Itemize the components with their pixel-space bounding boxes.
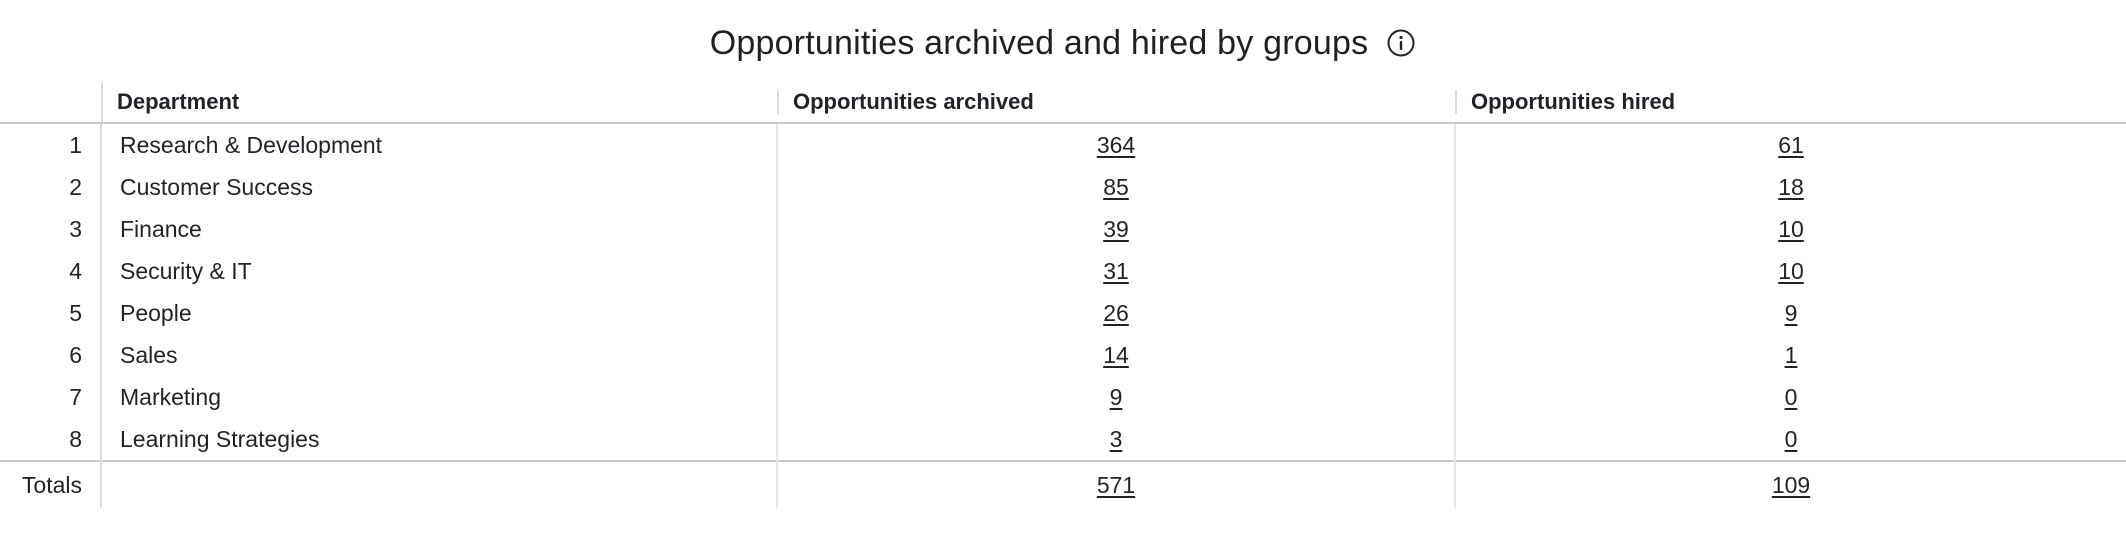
row-index: 5 bbox=[69, 299, 82, 326]
row-archived-cell: 26 bbox=[776, 292, 1455, 334]
table-row: 7 Marketing 9 0 bbox=[0, 376, 2126, 418]
row-index: 1 bbox=[69, 131, 82, 158]
table-row: 6 Sales 14 1 bbox=[0, 334, 2126, 376]
department-column-label: Department bbox=[117, 89, 240, 114]
hired-count-link[interactable]: 10 bbox=[1778, 257, 1804, 284]
row-hired-cell: 1 bbox=[1454, 334, 2126, 376]
report-title: Opportunities archived and hired by grou… bbox=[709, 23, 1369, 62]
row-archived-cell: 85 bbox=[776, 166, 1455, 208]
row-department: Research & Development bbox=[100, 123, 777, 166]
totals-row: Totals 571 109 bbox=[0, 460, 2126, 508]
row-hired-cell: 10 bbox=[1454, 250, 2126, 292]
hired-column-label: Opportunities hired bbox=[1471, 89, 1676, 114]
archived-count-link[interactable]: 9 bbox=[1109, 383, 1123, 410]
row-index: 2 bbox=[69, 173, 82, 200]
row-archived-cell: 14 bbox=[776, 334, 1455, 376]
archived-count-link[interactable]: 39 bbox=[1103, 215, 1129, 242]
archived-count-link[interactable]: 26 bbox=[1103, 299, 1129, 326]
report-header: Opportunities archived and hired by grou… bbox=[0, 0, 2126, 86]
hired-count-link[interactable]: 18 bbox=[1778, 173, 1804, 200]
row-archived-cell: 31 bbox=[776, 250, 1455, 292]
row-index: 6 bbox=[69, 341, 82, 368]
archived-column-header[interactable]: Opportunities archived bbox=[777, 82, 1455, 124]
table-row: 2 Customer Success 85 18 bbox=[0, 166, 2126, 208]
row-department: Learning Strategies bbox=[100, 418, 777, 461]
row-archived-cell: 364 bbox=[776, 123, 1455, 166]
row-archived-cell: 9 bbox=[776, 376, 1455, 418]
row-hired-cell: 0 bbox=[1454, 376, 2126, 418]
hired-count-link[interactable]: 1 bbox=[1784, 341, 1798, 368]
hired-column-header[interactable]: Opportunities hired bbox=[1455, 82, 2126, 124]
totals-archived-link[interactable]: 571 bbox=[1096, 471, 1136, 498]
archived-count-link[interactable]: 85 bbox=[1103, 173, 1129, 200]
row-department: Marketing bbox=[100, 376, 777, 418]
row-department: Finance bbox=[100, 208, 777, 250]
totals-department-cell bbox=[100, 460, 777, 508]
row-archived-cell: 3 bbox=[776, 418, 1455, 461]
index-column-header bbox=[0, 82, 101, 124]
hired-count-link[interactable]: 0 bbox=[1784, 425, 1798, 452]
row-hired-cell: 61 bbox=[1454, 123, 2126, 166]
row-hired-cell: 10 bbox=[1454, 208, 2126, 250]
archived-count-link[interactable]: 14 bbox=[1103, 341, 1129, 368]
hired-count-link[interactable]: 10 bbox=[1778, 215, 1804, 242]
table-row: 8 Learning Strategies 3 0 bbox=[0, 418, 2126, 461]
row-index: 4 bbox=[69, 257, 82, 284]
hired-count-link[interactable]: 0 bbox=[1784, 383, 1798, 410]
row-index: 8 bbox=[69, 425, 82, 452]
table-header-row: Department Opportunities archived Opport… bbox=[0, 82, 2126, 124]
table-row: 4 Security & IT 31 10 bbox=[0, 250, 2126, 292]
row-department: Customer Success bbox=[100, 166, 777, 208]
row-hired-cell: 18 bbox=[1454, 166, 2126, 208]
archived-count-link[interactable]: 364 bbox=[1096, 131, 1136, 158]
archived-column-label: Opportunities archived bbox=[793, 89, 1034, 114]
archived-count-link[interactable]: 31 bbox=[1103, 257, 1129, 284]
archived-count-link[interactable]: 3 bbox=[1109, 425, 1123, 452]
row-index: 7 bbox=[69, 383, 82, 410]
row-department: People bbox=[100, 292, 777, 334]
row-department: Sales bbox=[100, 334, 777, 376]
totals-archived-cell: 571 bbox=[776, 460, 1455, 508]
opportunities-table: Department Opportunities archived Opport… bbox=[0, 82, 2126, 508]
row-archived-cell: 39 bbox=[776, 208, 1455, 250]
row-index: 3 bbox=[69, 215, 82, 242]
totals-label: Totals bbox=[0, 460, 101, 508]
totals-hired-cell: 109 bbox=[1454, 460, 2126, 508]
row-hired-cell: 0 bbox=[1454, 418, 2126, 461]
table-row: 1 Research & Development 364 61 bbox=[0, 123, 2126, 166]
hired-count-link[interactable]: 61 bbox=[1778, 131, 1804, 158]
department-column-header[interactable]: Department bbox=[101, 82, 777, 124]
row-department: Security & IT bbox=[100, 250, 777, 292]
totals-hired-link[interactable]: 109 bbox=[1771, 471, 1811, 498]
row-hired-cell: 9 bbox=[1454, 292, 2126, 334]
table-row: 5 People 26 9 bbox=[0, 292, 2126, 334]
hired-count-link[interactable]: 9 bbox=[1784, 299, 1798, 326]
table-row: 3 Finance 39 10 bbox=[0, 208, 2126, 250]
info-icon[interactable] bbox=[1386, 28, 1416, 58]
